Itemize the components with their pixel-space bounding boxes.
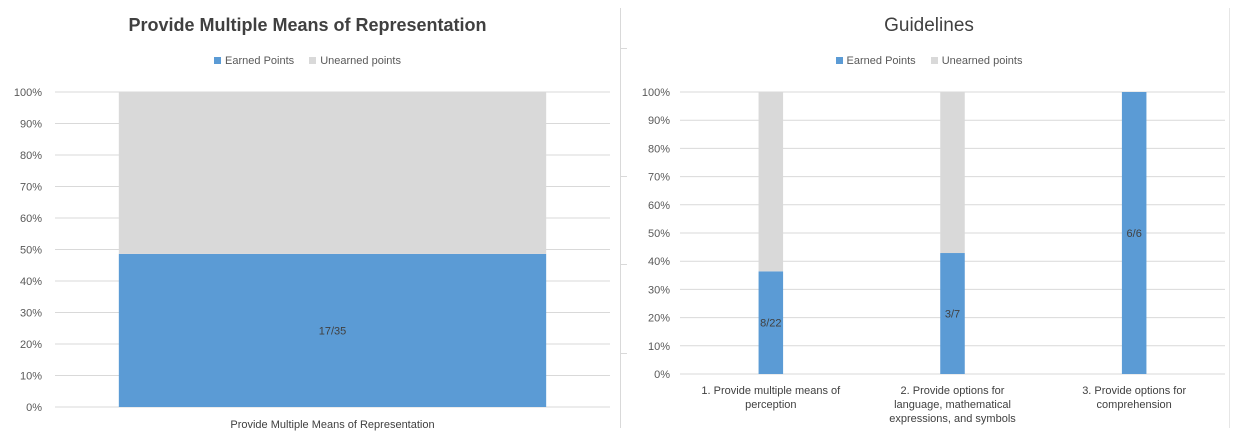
category-label: 1. Provide multiple means of <box>701 385 841 397</box>
y-tick-label: 0% <box>654 369 670 381</box>
bar-unearned <box>940 92 965 254</box>
legend-swatch-earned <box>835 57 843 64</box>
legend-item-earned: Earned Points <box>214 55 294 67</box>
chart-title: Guidelines <box>884 15 974 36</box>
y-tick-label: 70% <box>20 182 42 194</box>
chart-legend: Earned Points Unearned points <box>0 55 615 67</box>
y-tick-label: 40% <box>20 276 42 288</box>
legend-label-unearned: Unearned points <box>941 55 1023 67</box>
y-tick-label: 20% <box>20 339 42 351</box>
legend-label-unearned: Unearned points <box>320 55 401 67</box>
divider-tick <box>621 264 627 265</box>
data-label: 8/22 <box>760 318 781 330</box>
y-tick-label: 10% <box>648 341 670 353</box>
legend-label-earned: Earned Points <box>846 55 916 67</box>
chart-plot-representation: 0% 10% 20% 30% 40% 50% 60% 70% 80% 90% 100% 17/35 Pr… <box>14 87 610 431</box>
chart-panel-guidelines: Guidelines Earned Points Unearned points… <box>625 0 1233 436</box>
y-tick-label: 30% <box>648 284 670 296</box>
data-label: 6/6 <box>1127 228 1142 240</box>
y-tick-label: 70% <box>648 172 670 184</box>
divider-tick <box>621 48 627 49</box>
legend-item-unearned: Unearned points <box>309 55 401 67</box>
chart-title: Provide Multiple Means of Representation <box>128 15 487 35</box>
y-tick-label: 100% <box>642 87 670 99</box>
chart-legend: Earned Points Unearned points <box>625 55 1233 67</box>
category-label: comprehension <box>1097 399 1172 411</box>
panel-right-edge <box>1229 8 1230 428</box>
y-tick-label: 20% <box>648 313 670 325</box>
bar-earned <box>118 253 547 407</box>
chart-panel-representation: Provide Multiple Means of Representation… <box>0 0 615 436</box>
bar-earned <box>1121 92 1147 374</box>
category-label: expressions, and symbols <box>889 413 1016 425</box>
data-label: 17/35 <box>319 325 347 337</box>
chart-plot-guidelines: 0% 10% 20% 30% 40% 50% 60% 70% 80% 90% 100% 8/22 1. … <box>642 87 1225 425</box>
bar-earned <box>940 253 965 374</box>
y-tick-label: 50% <box>20 245 42 257</box>
y-tick-label: 90% <box>648 115 670 127</box>
category-label: 3. Provide options for <box>1082 385 1186 397</box>
category-label: Provide Multiple Means of Representation <box>230 419 434 431</box>
legend-swatch-unearned <box>930 57 938 64</box>
y-tick-label: 60% <box>648 200 670 212</box>
y-tick-label: 40% <box>648 256 670 268</box>
y-tick-label: 30% <box>20 308 42 320</box>
y-tick-label: 80% <box>20 150 42 162</box>
bar-unearned <box>118 92 547 254</box>
panel-divider <box>620 8 621 428</box>
bar-unearned <box>758 92 784 272</box>
legend-item-unearned: Unearned points <box>930 55 1023 67</box>
legend-label-earned: Earned Points <box>225 55 295 67</box>
y-tick-label: 50% <box>648 228 670 240</box>
legend-swatch-earned <box>214 57 222 64</box>
category-label: language, mathematical <box>894 399 1011 411</box>
y-tick-label: 100% <box>14 87 42 99</box>
y-tick-label: 60% <box>20 213 42 225</box>
bar-earned <box>758 271 784 374</box>
y-tick-label: 10% <box>20 371 42 383</box>
divider-tick <box>621 176 627 177</box>
y-tick-label: 0% <box>26 402 42 414</box>
category-label: perception <box>745 399 796 411</box>
data-label: 3/7 <box>945 309 960 321</box>
divider-tick <box>621 353 627 354</box>
y-tick-label: 80% <box>648 143 670 155</box>
category-label: 2. Provide options for <box>901 385 1005 397</box>
legend-swatch-unearned <box>309 57 317 64</box>
y-tick-label: 90% <box>20 119 42 131</box>
legend-item-earned: Earned Points <box>835 55 916 67</box>
